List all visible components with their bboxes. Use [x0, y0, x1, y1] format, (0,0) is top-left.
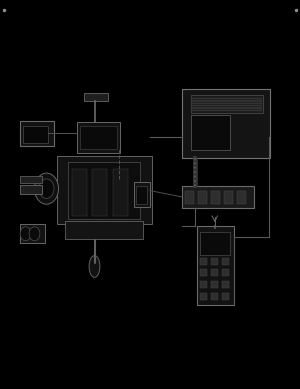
Bar	[191, 98, 262, 99]
Circle shape	[29, 227, 40, 241]
Bar	[134, 182, 150, 207]
Bar	[76, 122, 120, 153]
Bar	[191, 103, 262, 104]
Circle shape	[34, 173, 58, 204]
Bar	[184, 191, 194, 204]
Bar	[20, 224, 45, 243]
Bar	[200, 281, 207, 288]
Bar	[222, 258, 229, 265]
Bar	[196, 226, 234, 305]
Bar	[20, 185, 42, 194]
Bar	[190, 95, 262, 113]
Bar	[190, 115, 230, 150]
Bar	[224, 191, 233, 204]
Bar	[191, 110, 262, 111]
Bar	[20, 176, 42, 183]
Bar	[237, 191, 246, 204]
Bar	[22, 126, 48, 143]
Bar	[64, 221, 142, 239]
Bar	[222, 293, 229, 300]
Bar	[222, 281, 229, 288]
Bar	[68, 162, 140, 219]
Bar	[200, 258, 207, 265]
Bar	[211, 281, 218, 288]
Bar	[92, 169, 107, 216]
Bar	[113, 169, 128, 216]
Bar	[191, 100, 262, 102]
Bar	[57, 156, 152, 224]
Bar	[211, 293, 218, 300]
Bar	[20, 121, 54, 146]
Ellipse shape	[89, 256, 100, 277]
Bar	[211, 258, 218, 265]
Bar	[211, 191, 220, 204]
Bar	[84, 93, 108, 101]
Bar	[198, 191, 207, 204]
Bar	[136, 186, 147, 204]
Bar	[191, 105, 262, 106]
Bar	[200, 269, 207, 276]
Bar	[200, 293, 207, 300]
Bar	[211, 269, 218, 276]
Bar	[182, 89, 270, 158]
Bar	[80, 126, 117, 149]
Circle shape	[39, 179, 54, 198]
Bar	[191, 107, 262, 109]
Circle shape	[20, 227, 31, 241]
Bar	[72, 169, 87, 216]
Bar	[222, 269, 229, 276]
Bar	[182, 186, 254, 208]
Bar	[200, 232, 230, 255]
